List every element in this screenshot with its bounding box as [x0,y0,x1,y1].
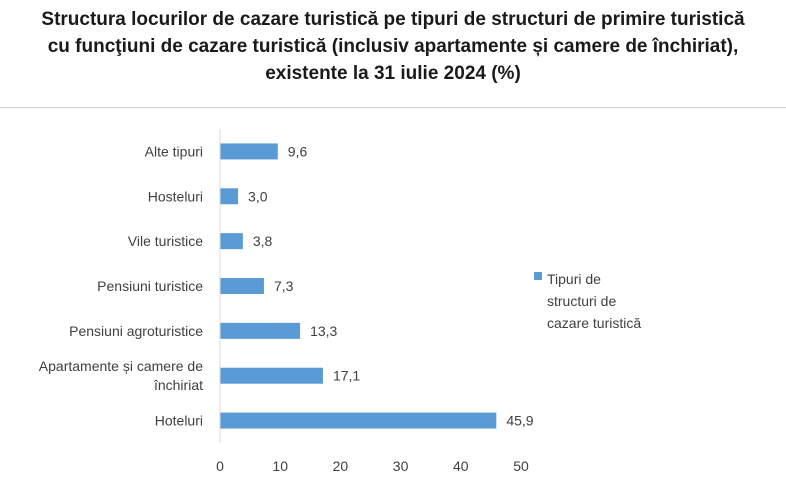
category-label: închiriat [153,377,203,393]
x-axis-ticks: 0 10 20 30 40 50 [216,458,529,474]
x-tick-label: 20 [333,458,349,474]
category-label: Pensiuni agroturistice [69,323,203,339]
category-label: Hoteluri [155,413,203,429]
data-label: 3,0 [248,188,268,204]
data-label: 7,3 [274,278,294,294]
chart-title: Structura locurilor de cazare turistică … [0,6,786,87]
category-label: Vile turistice [128,233,203,249]
legend-swatch [534,272,542,280]
x-tick-label: 50 [513,458,529,474]
x-tick-label: 0 [216,458,224,474]
legend-label-line-1: Tipuri de [547,271,601,287]
chart-title-line-1: Structura locurilor de cazare turistică … [41,9,745,30]
value-labels: 9,6 3,0 3,8 7,3 13,3 17,1 45,9 [248,143,534,428]
legend-label: Tipuri de structuri de cazare turistică [547,268,682,334]
x-tick-label: 40 [453,458,469,474]
category-label: Pensiuni turistice [97,278,203,294]
chart-title-line-3: existente la 31 iulie 2024 (%) [265,63,521,84]
category-labels: Alte tipuri Hosteluri Vile turistice Pensiu… [39,143,203,428]
chart-title-line-2: cu funcţiuni de cazare turistică (inclus… [47,36,739,57]
data-label: 9,6 [288,143,308,159]
bar [220,367,323,384]
bar [220,412,497,429]
bar [220,188,239,205]
legend-label-line-3: cazare turistică [547,315,642,331]
data-label: 17,1 [333,368,360,384]
x-tick-label: 30 [393,458,409,474]
x-tick-label: 10 [272,458,288,474]
category-label: Hosteluri [148,188,203,204]
bars [220,143,497,429]
category-label: Apartamente și camere de [39,358,203,374]
bar [220,233,243,250]
bar [220,143,278,160]
data-label: 13,3 [310,323,337,339]
bar [220,322,301,339]
title-divider [0,107,786,108]
bar [220,278,264,294]
data-label: 3,8 [253,233,273,249]
legend-label-line-2: structuri de [547,293,617,309]
category-label: Alte tipuri [145,143,203,159]
data-label: 45,9 [506,413,533,429]
